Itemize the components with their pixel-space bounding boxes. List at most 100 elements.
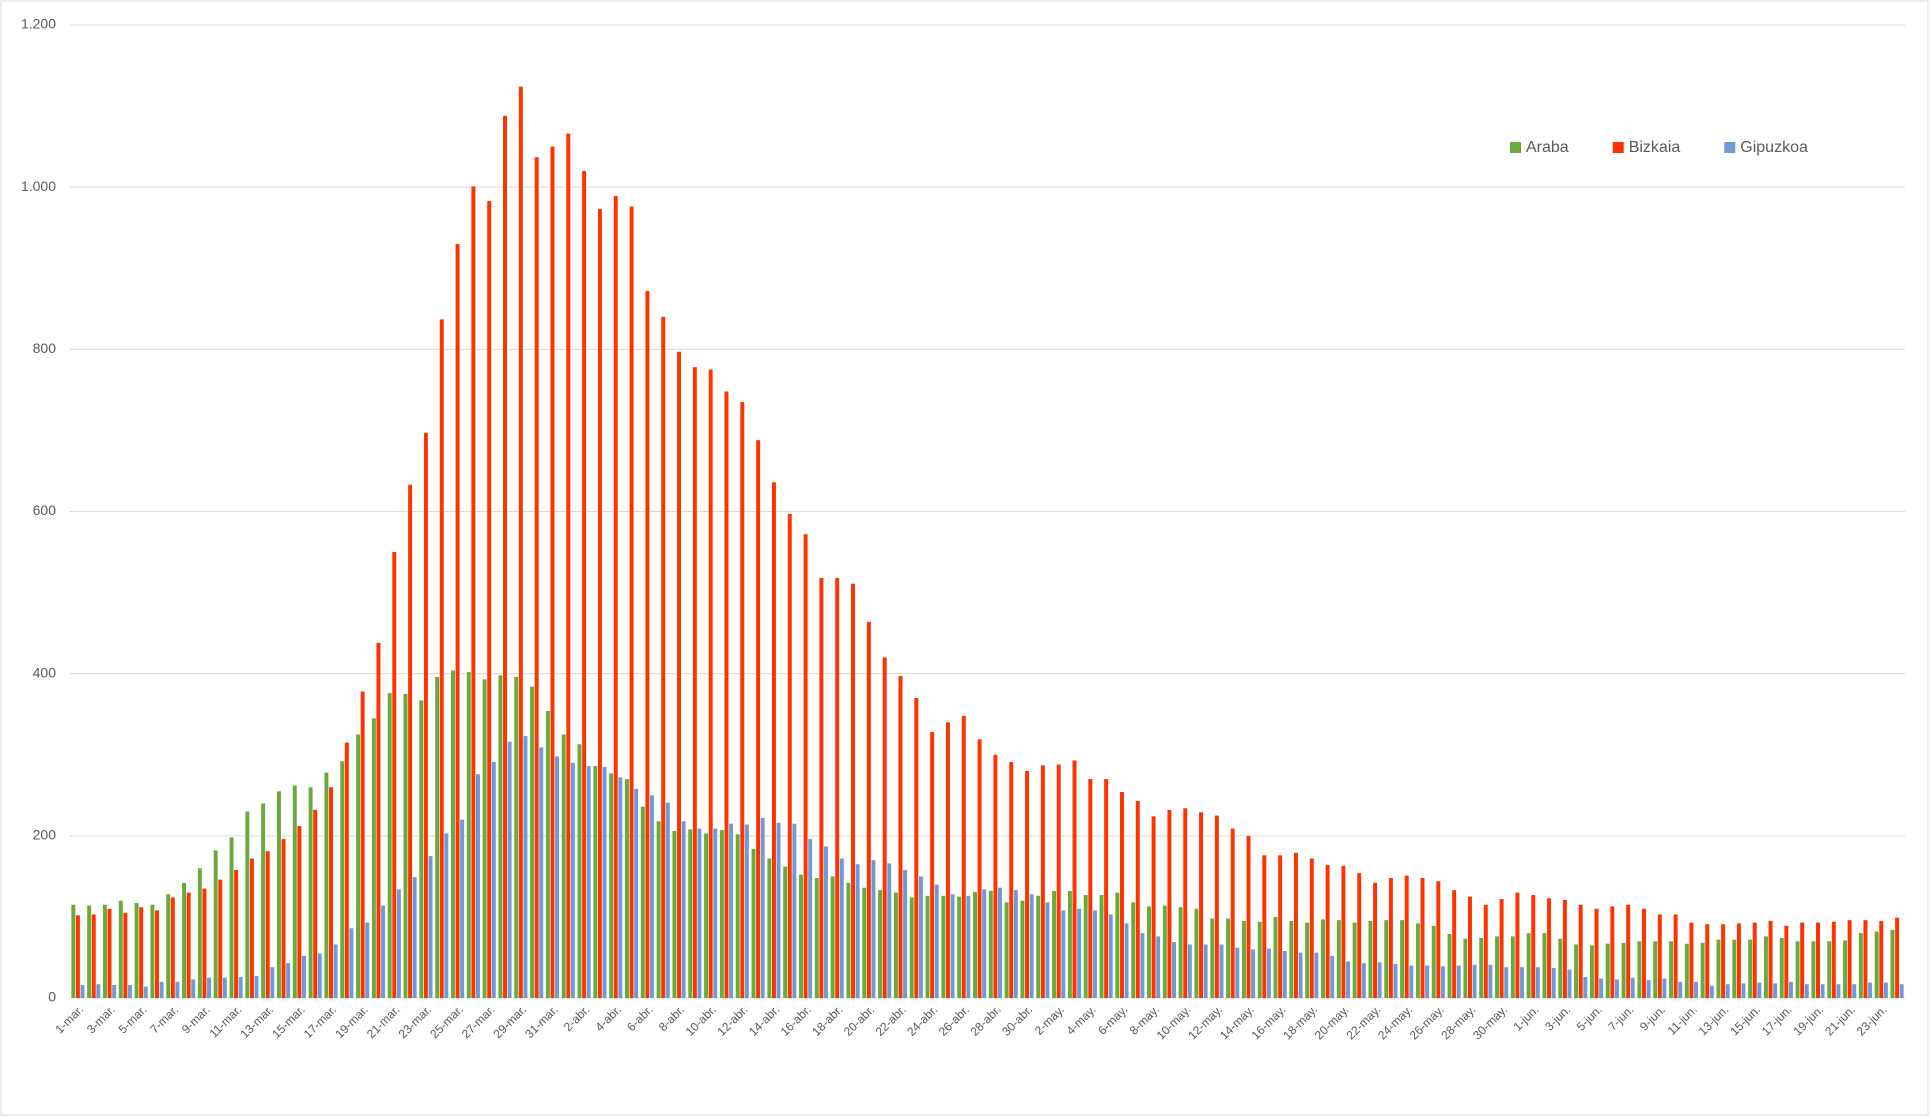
bar [930, 732, 935, 998]
bar [1298, 952, 1303, 998]
bar [324, 772, 329, 998]
y-tick-label: 1.200 [21, 16, 56, 32]
bar [1594, 908, 1599, 998]
bar [866, 621, 871, 998]
bar [957, 896, 962, 998]
bar [1646, 980, 1651, 998]
bar [1440, 966, 1445, 998]
bar [903, 869, 908, 998]
bar [851, 583, 856, 998]
bar [419, 700, 424, 998]
bar [846, 882, 851, 998]
bar [988, 890, 993, 998]
bar [783, 866, 788, 998]
bar [460, 819, 465, 998]
y-tick-label: 800 [33, 340, 57, 356]
bar [1843, 940, 1848, 998]
bar [1415, 923, 1420, 998]
bar [392, 552, 397, 998]
bar [1662, 978, 1667, 998]
bar [824, 846, 828, 998]
bar [909, 897, 914, 998]
bar [1642, 908, 1646, 998]
bar [625, 779, 629, 998]
bar [514, 676, 519, 998]
legend-label: Gipuzkoa [1740, 139, 1808, 156]
bar [814, 877, 819, 998]
bar [1025, 770, 1030, 998]
bar [1847, 920, 1852, 998]
bar [191, 979, 196, 998]
bar [799, 874, 803, 998]
bar [471, 186, 476, 998]
bar [1820, 984, 1825, 998]
bar [1800, 922, 1805, 998]
bar [96, 984, 101, 998]
bar [1562, 899, 1567, 998]
bar [878, 890, 883, 998]
bar [1061, 910, 1066, 998]
legend-swatch [1510, 142, 1521, 153]
bar [1067, 890, 1072, 998]
bar [1077, 908, 1082, 998]
bar [1879, 920, 1884, 998]
bar [186, 892, 191, 998]
bar [371, 718, 376, 998]
bar [412, 877, 417, 998]
bar [918, 876, 923, 998]
bar [1788, 981, 1793, 998]
bar [1610, 906, 1615, 998]
bar [281, 839, 286, 998]
bar [961, 715, 966, 998]
bar [360, 691, 365, 998]
bar [1547, 898, 1552, 998]
bar [1736, 923, 1741, 998]
bar [1578, 904, 1583, 998]
bar [893, 892, 898, 998]
bar [1510, 936, 1515, 998]
bar [1452, 890, 1457, 998]
bar [1400, 920, 1405, 998]
bar [175, 981, 180, 998]
bar [207, 977, 212, 998]
bar [127, 985, 132, 998]
bar [1119, 792, 1124, 998]
bar [408, 484, 413, 998]
bar [751, 848, 756, 998]
bar [238, 976, 243, 998]
bar [308, 787, 313, 998]
bar [1763, 936, 1768, 998]
bar [1436, 881, 1441, 998]
bar [1336, 920, 1341, 998]
bar [640, 806, 645, 998]
bar [719, 830, 724, 998]
bar [1305, 922, 1310, 998]
bar [1899, 984, 1904, 998]
bar [973, 891, 977, 998]
bar [650, 795, 654, 998]
bar [534, 157, 539, 998]
bar [561, 734, 566, 998]
bar [1151, 816, 1156, 998]
bar [1678, 981, 1683, 998]
bar [1725, 984, 1730, 998]
bar [1752, 922, 1757, 998]
bar [982, 889, 987, 998]
bar [708, 369, 713, 999]
bar [1013, 890, 1018, 998]
bar [1140, 933, 1145, 998]
bar [530, 686, 535, 998]
bar [882, 657, 887, 998]
bar [222, 977, 227, 998]
bar [166, 894, 171, 998]
bar [966, 895, 971, 998]
bar [143, 986, 148, 998]
bar [507, 741, 512, 998]
bar [1314, 952, 1319, 998]
bar [265, 851, 270, 998]
bar [1235, 947, 1240, 998]
bar [1273, 916, 1278, 998]
bar [1463, 938, 1468, 998]
y-tick-label: 200 [33, 827, 57, 843]
